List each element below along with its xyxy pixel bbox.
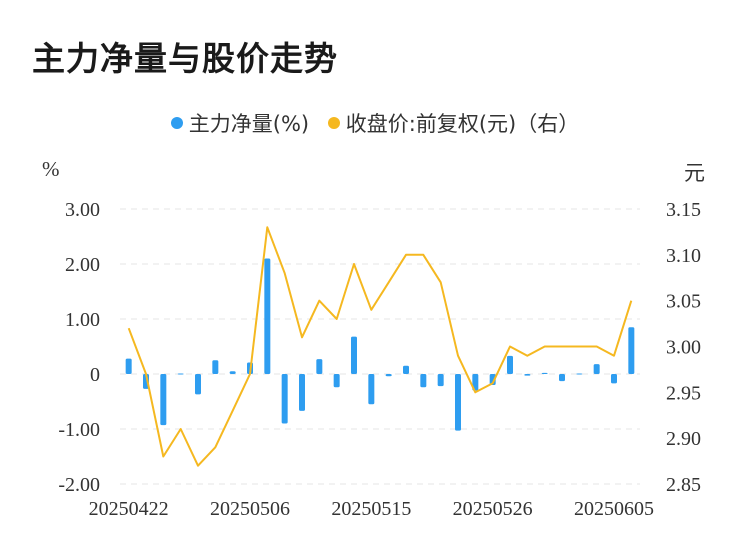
bar-main-net	[593, 364, 600, 374]
bar-main-net	[507, 355, 513, 374]
right-tick-label: 2.90	[666, 428, 701, 450]
bar-main-net	[437, 374, 444, 387]
left-tick-label: -1.00	[58, 419, 100, 441]
right-tick-label: 3.05	[666, 291, 701, 313]
bar-main-net	[385, 374, 392, 377]
x-tick-label: 20250422	[89, 498, 169, 520]
x-tick-label: 20250515	[331, 498, 411, 520]
bar-main-net	[316, 359, 323, 374]
left-tick-label: -2.00	[58, 474, 100, 496]
line-close-price	[127, 226, 633, 467]
bar-main-net	[212, 360, 219, 374]
x-tick-label: 20250526	[453, 498, 533, 520]
x-tick-label: 20250506	[210, 498, 290, 520]
left-axis-unit: %	[42, 157, 60, 181]
bar-main-net	[472, 374, 479, 391]
bar-main-net	[455, 374, 461, 431]
bar-main-net	[524, 374, 531, 376]
right-tick-label: 3.15	[666, 199, 701, 221]
bar-main-net	[403, 365, 409, 374]
legend-item-main-net[interactable]: 主力净量(%)	[170, 108, 310, 138]
bar-main-net	[559, 374, 565, 382]
legend-label-close-price: 收盘价:前复权(元)（右）	[345, 112, 580, 136]
legend-label-main-net: 主力净量(%)	[188, 112, 310, 136]
bar-main-net	[576, 373, 583, 375]
bar-main-net	[229, 371, 236, 374]
legend: 主力净量(%) 收盘价:前复权(元)（右）	[0, 108, 750, 138]
bar-main-net	[420, 374, 427, 388]
left-tick-label: 2.00	[65, 254, 100, 276]
right-tick-label: 3.10	[666, 245, 701, 267]
chart-title: 主力净量与股价走势	[32, 39, 338, 78]
bar-main-net	[333, 374, 340, 388]
left-tick-label: 0	[90, 364, 100, 386]
bar-main-net	[160, 374, 167, 426]
left-tick-label: 3.00	[65, 199, 100, 221]
bar-main-net	[368, 374, 375, 405]
bar-main-net	[299, 374, 305, 411]
right-axis-unit: 元	[684, 161, 705, 185]
legend-item-close-price[interactable]: 收盘价:前复权(元)（右）	[327, 108, 580, 138]
x-tick-label: 20250605	[574, 498, 654, 520]
bar-main-net	[125, 358, 132, 374]
right-tick-label: 2.95	[666, 382, 701, 404]
bar-main-net	[541, 372, 548, 374]
bar-main-net	[351, 336, 357, 374]
bar-main-net	[281, 374, 288, 424]
right-tick-label: 3.00	[666, 337, 701, 359]
bar-main-net	[177, 373, 184, 375]
right-tick-label: 2.85	[666, 474, 701, 496]
left-tick-label: 1.00	[65, 309, 100, 331]
bar-main-net	[195, 374, 201, 395]
legend-marker-bar	[170, 117, 183, 129]
bar-main-net	[264, 258, 271, 374]
legend-marker-line	[327, 117, 340, 129]
bar-main-net	[628, 327, 635, 374]
bar-main-net	[611, 374, 617, 384]
